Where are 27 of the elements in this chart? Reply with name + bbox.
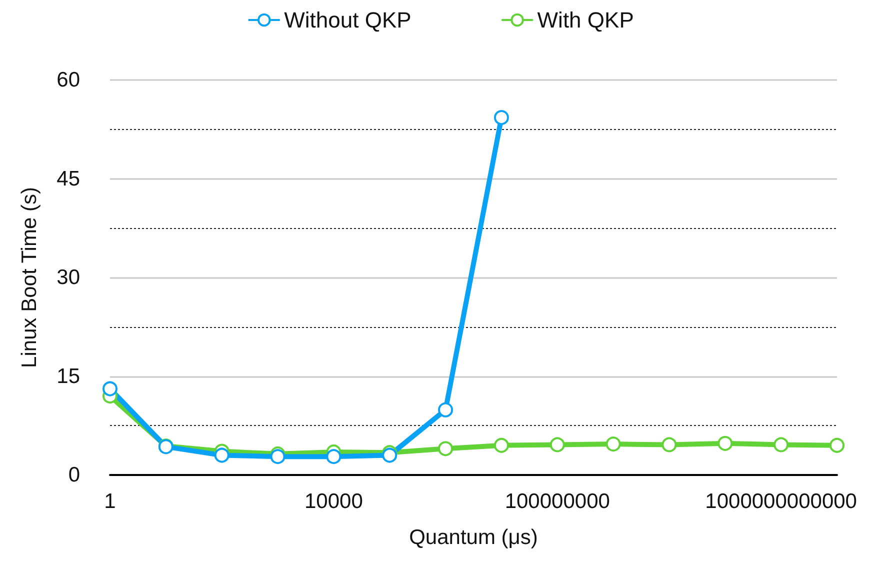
- point: [326, 449, 342, 464]
- x-tick-label: 1000000000000: [705, 490, 857, 513]
- point: [550, 437, 565, 452]
- point: [102, 381, 118, 396]
- point: [438, 441, 454, 456]
- point: [830, 438, 844, 453]
- point: [718, 436, 733, 451]
- point: [494, 110, 509, 126]
- point: [438, 402, 454, 418]
- x-tick-label: 10000: [304, 490, 363, 513]
- x-axis-title: Quantum (μs): [409, 526, 538, 549]
- x-tick-label: 100000000: [504, 490, 610, 513]
- y-tick-label: 0: [68, 464, 80, 486]
- y-tick-label: 60: [56, 68, 80, 92]
- y-axis-title: Linux Boot Time (s): [18, 187, 41, 368]
- point: [270, 449, 286, 464]
- y-tick-label: 45: [56, 167, 80, 190]
- point: [606, 436, 621, 452]
- legend-label: With QKP: [537, 8, 634, 32]
- x-tick-label: 1: [104, 490, 116, 513]
- legend-label: Without QKP: [284, 8, 412, 32]
- point: [214, 448, 230, 463]
- point: [774, 437, 789, 452]
- point: [494, 438, 509, 453]
- y-tick-label: 30: [56, 266, 80, 289]
- y-tick-label: 15: [56, 364, 80, 388]
- point: [662, 437, 677, 452]
